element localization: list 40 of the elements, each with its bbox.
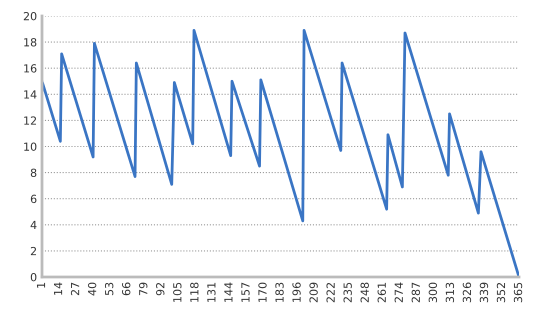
y-tick-label: 6 (30, 194, 36, 204)
x-tick-label: 287 (412, 282, 420, 302)
x-tick-label: 274 (394, 282, 403, 302)
x-tick-label: 196 (292, 282, 301, 302)
y-tick-label: 10 (24, 142, 36, 151)
x-tick-label: 1 (36, 282, 46, 288)
x-tick-label: 326 (462, 282, 472, 302)
y-tick-label: 8 (30, 168, 36, 177)
y-tick-label: 14 (24, 90, 37, 99)
x-tick-label: 118 (190, 282, 199, 302)
x-tick-label: 183 (275, 282, 284, 302)
x-tick-label: 365 (514, 282, 522, 302)
x-tick-label: 313 (446, 282, 454, 302)
y-tick-label: 18 (24, 38, 36, 46)
x-tick-label: 53 (104, 282, 114, 296)
y-tick-label: 12 (24, 116, 36, 125)
y-tick-label: 2 (30, 246, 36, 256)
x-tick-label: 209 (309, 282, 318, 302)
x-tick-label: 222 (326, 282, 335, 302)
x-tick-label: 66 (122, 282, 130, 296)
y-tick-label: 20 (24, 12, 36, 20)
x-tick-label: 261 (378, 282, 386, 302)
y-tick-label: 16 (24, 64, 36, 73)
x-tick-label: 248 (360, 282, 369, 302)
x-tick-label: 157 (241, 282, 250, 302)
x-tick-label: 27 (70, 282, 80, 296)
x-tick-label: 300 (428, 282, 438, 302)
x-tick-label: 170 (258, 282, 267, 302)
x-tick-label: 79 (139, 282, 148, 296)
x-tick-label: 131 (207, 282, 216, 302)
x-tick-label: 40 (88, 282, 96, 296)
y-tick-label: 4 (30, 220, 37, 230)
x-tick-label: 144 (224, 282, 232, 302)
y-tick-label: 0 (30, 272, 36, 282)
x-tick-label: 14 (54, 282, 62, 295)
x-tick-label: 339 (480, 282, 488, 302)
x-tick-label: 235 (343, 282, 352, 302)
x-tick-label: 352 (496, 282, 506, 302)
x-tick-label: 92 (156, 282, 164, 296)
x-tick-label: 105 (173, 282, 182, 302)
